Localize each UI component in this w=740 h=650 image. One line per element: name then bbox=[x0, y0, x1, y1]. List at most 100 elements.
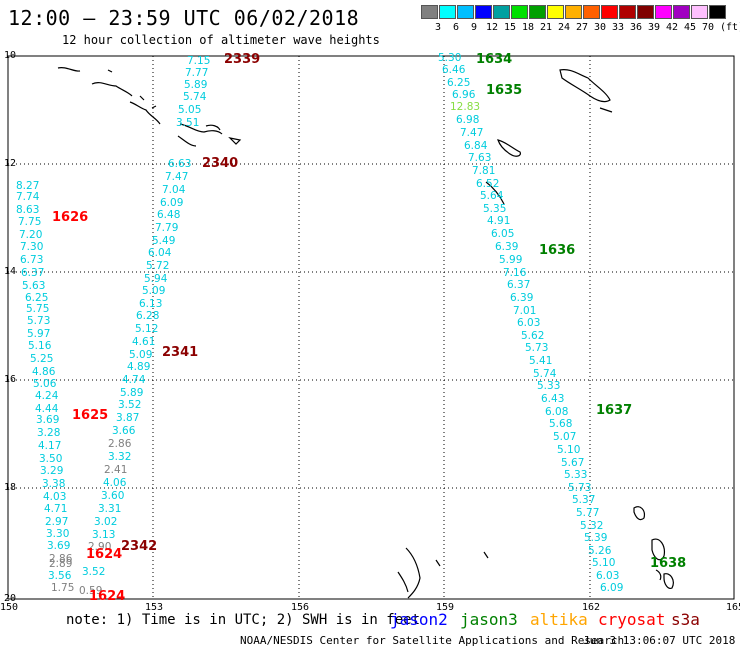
scale-swatch bbox=[547, 5, 564, 19]
wave-height-value: 3.66 bbox=[112, 425, 136, 437]
scale-label: 45 bbox=[683, 22, 697, 33]
scale-label: 9 bbox=[470, 22, 478, 33]
scale-label: 21 bbox=[539, 22, 553, 33]
pass-number-label: 1624 bbox=[86, 547, 123, 562]
wave-height-value: 5.73 bbox=[525, 342, 549, 354]
wave-height-value: 7.04 bbox=[162, 184, 186, 196]
wave-height-value: 7.47 bbox=[165, 171, 189, 183]
coastline-new-britain bbox=[177, 123, 223, 147]
wave-height-value: 3.69 bbox=[47, 540, 71, 552]
scale-swatch bbox=[529, 5, 546, 19]
mission-cryosat: cryosat bbox=[598, 610, 666, 629]
scale-label: 27 bbox=[575, 22, 589, 33]
wave-height-value: 6.03 bbox=[596, 570, 620, 582]
scale-label: 33 bbox=[611, 22, 625, 33]
scale-label: 39 bbox=[647, 22, 661, 33]
wave-height-value: 5.09 bbox=[142, 285, 166, 297]
wave-height-value: 4.06 bbox=[103, 477, 127, 489]
pass-number-label: 1624 bbox=[89, 589, 126, 604]
longitude-label: 156 bbox=[291, 602, 310, 613]
scale-swatch bbox=[601, 5, 618, 19]
latitude-label: 12 bbox=[4, 158, 17, 169]
wave-height-value: 5.74 bbox=[183, 91, 207, 103]
coastlines bbox=[57, 66, 674, 599]
wave-height-value: 5.16 bbox=[28, 340, 52, 352]
wave-height-value: 3.60 bbox=[101, 490, 125, 502]
wave-height-value: 3.69 bbox=[36, 414, 60, 426]
scale-label: 24 bbox=[557, 22, 571, 33]
wave-height-value: 2.90 bbox=[88, 541, 112, 553]
wave-height-value: 6.73 bbox=[20, 254, 44, 266]
coastline-bougainville bbox=[228, 137, 242, 145]
latitude-label: 16 bbox=[4, 374, 17, 385]
wave-height-value: 12.83 bbox=[450, 101, 481, 113]
wave-height-value: 4.71 bbox=[44, 503, 68, 515]
wave-height-value: 7.81 bbox=[472, 165, 496, 177]
longitude-label: 162 bbox=[582, 602, 601, 613]
wave-height-value: 6.98 bbox=[456, 114, 480, 126]
scale-swatch bbox=[673, 5, 690, 19]
map-subtitle: 12 hour collection of altimeter wave hei… bbox=[62, 33, 380, 47]
wave-height-value: 5.67 bbox=[561, 457, 585, 469]
wave-height-value: 5.73 bbox=[568, 482, 592, 494]
wave-height-value: 5.32 bbox=[580, 520, 604, 532]
wave-height-value: 6.52 bbox=[476, 178, 500, 190]
wave-height-value: 6.28 bbox=[136, 310, 160, 322]
scale-label: 3 bbox=[434, 22, 442, 33]
wave-height-value: 5.09 bbox=[129, 349, 153, 361]
wave-height-value: 6.43 bbox=[541, 393, 565, 405]
wave-height-value: 6.25 bbox=[25, 292, 49, 304]
wave-height-value: 7.30 bbox=[20, 241, 44, 253]
pass-number-label: 1626 bbox=[52, 210, 89, 225]
wave-height-value: 5.37 bbox=[572, 494, 596, 506]
longitude-label: 150 bbox=[0, 602, 19, 613]
pass-number-label: 1635 bbox=[486, 83, 523, 98]
scale-swatch bbox=[583, 5, 600, 19]
latitude-label: 20 bbox=[4, 593, 17, 604]
scale-swatch bbox=[511, 5, 528, 19]
scale-label: 15 bbox=[503, 22, 517, 33]
scale-swatch bbox=[691, 5, 708, 19]
wave-height-value: 5.99 bbox=[499, 254, 523, 266]
footer-note: note: 1) Time is in UTC; 2) SWH is in fe… bbox=[66, 612, 421, 628]
map-frame bbox=[7, 55, 735, 600]
pass-number-label: 1634 bbox=[476, 52, 513, 67]
pass-number-label: 1636 bbox=[539, 243, 576, 258]
scale-swatch bbox=[655, 5, 672, 19]
scale-swatch bbox=[475, 5, 492, 19]
pass-number-label: 2342 bbox=[121, 539, 158, 554]
wave-height-value: 5.73 bbox=[27, 315, 51, 327]
wave-height-value: 7.74 bbox=[16, 191, 40, 203]
wave-height-value: 6.84 bbox=[464, 140, 488, 152]
scale-label: 18 bbox=[521, 22, 535, 33]
wave-height-value: 5.72 bbox=[146, 260, 170, 272]
scale-label: 42 bbox=[665, 22, 679, 33]
wave-height-value: 3.50 bbox=[39, 453, 63, 465]
wave-height-value: 5.10 bbox=[592, 557, 616, 569]
wave-height-value: 4.91 bbox=[487, 215, 511, 227]
wave-height-value: 3.28 bbox=[37, 427, 61, 439]
wave-height-value: 7.16 bbox=[503, 267, 527, 279]
wave-height-value: 7.63 bbox=[468, 152, 492, 164]
wave-height-value: 3.02 bbox=[94, 516, 118, 528]
scale-label: 30 bbox=[593, 22, 607, 33]
wave-height-value: 7.75 bbox=[18, 216, 42, 228]
wave-height-value: 6.09 bbox=[600, 582, 624, 594]
wave-height-value: 3.52 bbox=[118, 399, 142, 411]
coastline-new-guinea bbox=[57, 66, 161, 125]
wave-height-value: 6.39 bbox=[510, 292, 534, 304]
wave-height-value: 6.48 bbox=[157, 209, 181, 221]
wave-height-value: 5.49 bbox=[152, 235, 176, 247]
scale-label: 70 bbox=[701, 22, 715, 33]
wave-height-value: 7.01 bbox=[513, 305, 537, 317]
wave-height-value: 7.79 bbox=[155, 222, 179, 234]
wave-height-value: 4.74 bbox=[122, 374, 146, 386]
pass-number-label: 1638 bbox=[650, 556, 687, 571]
scale-label: 36 bbox=[629, 22, 643, 33]
coastline-new-caledonia bbox=[397, 547, 489, 599]
wave-height-value: 4.44 bbox=[35, 403, 59, 415]
wave-height-value: 7.77 bbox=[185, 67, 209, 79]
latitude-label: 10 bbox=[4, 50, 17, 61]
scale-swatch bbox=[493, 5, 510, 19]
wave-height-value: 5.06 bbox=[33, 378, 57, 390]
